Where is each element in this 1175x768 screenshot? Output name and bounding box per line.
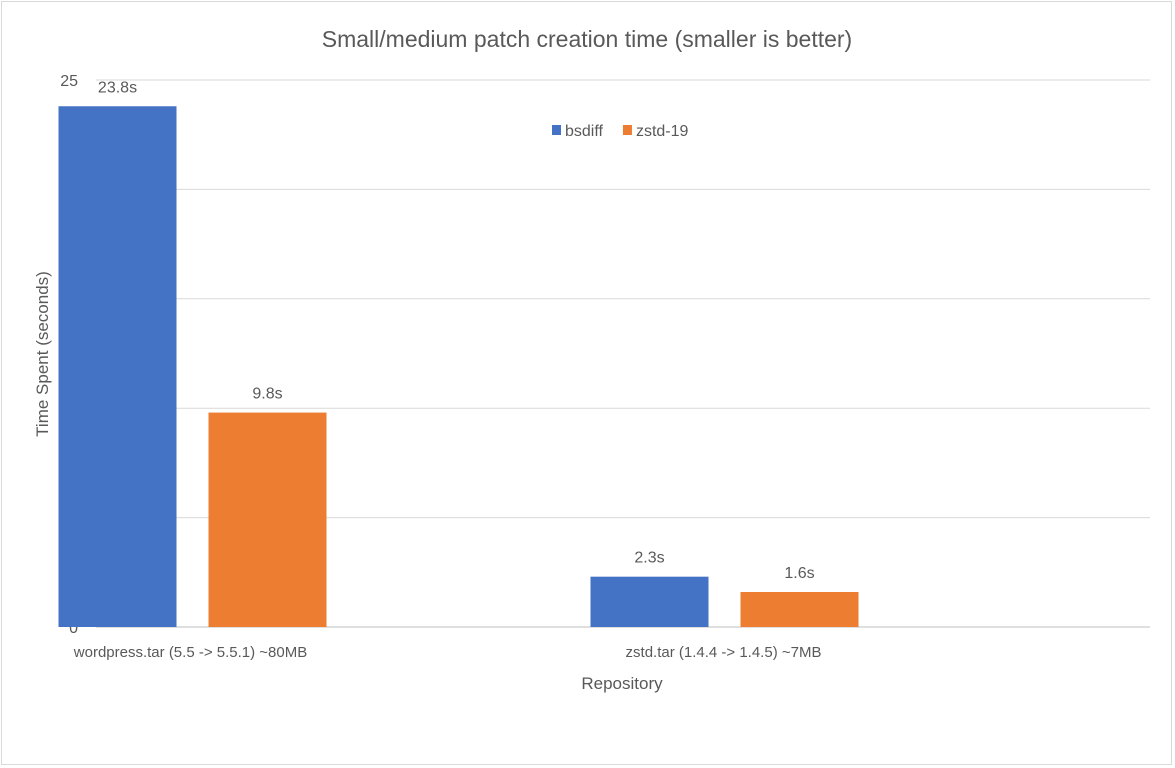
chart-title: Small/medium patch creation time (smalle… xyxy=(322,26,852,52)
x-axis-label: Repository xyxy=(581,674,663,693)
data-label: 2.3s xyxy=(634,550,664,567)
data-label: 23.8s xyxy=(98,79,137,96)
bar-bsdiff xyxy=(58,106,177,628)
legend: bsdiff zstd-19 xyxy=(552,123,689,140)
bar-zstd-19 xyxy=(740,591,859,627)
legend-label-zstd-19: zstd-19 xyxy=(636,123,689,140)
legend-swatch-zstd-19 xyxy=(622,125,632,135)
data-label: 1.6s xyxy=(784,565,814,582)
x-tick-label: wordpress.tar (5.5 -> 5.5.1) ~80MB xyxy=(73,644,307,661)
bar-bsdiff xyxy=(590,576,709,627)
legend-swatch-bsdiff xyxy=(552,125,561,135)
y-tick-label: 25 xyxy=(60,73,78,90)
y-tick-label: 0 xyxy=(69,620,78,637)
x-tick-label: zstd.tar (1.4.4 -> 1.4.5) ~7MB xyxy=(626,644,822,661)
bar-zstd-19 xyxy=(208,412,327,627)
y-axis-label: Time Spent (seconds) xyxy=(33,271,52,437)
data-label: 9.8s xyxy=(252,386,282,403)
legend-label-bsdiff: bsdiff xyxy=(565,123,604,140)
